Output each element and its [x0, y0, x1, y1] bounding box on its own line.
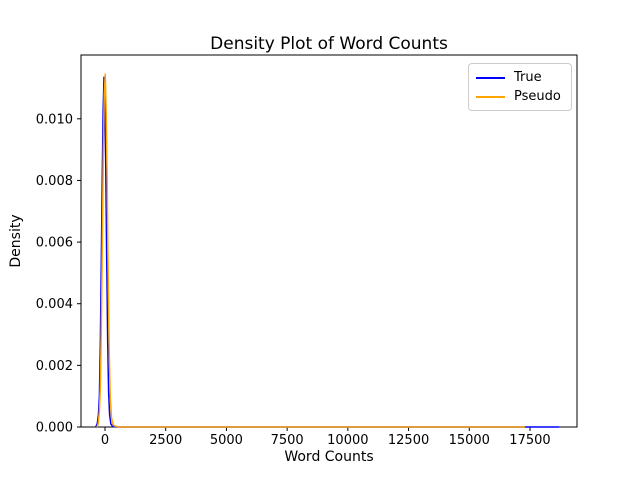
- y-tick-label: 0.010: [36, 112, 73, 127]
- legend-line-pseudo-icon: [476, 95, 505, 98]
- series-line-true: [95, 76, 560, 428]
- y-tick-label: 0.008: [36, 174, 73, 189]
- chart-title: Density Plot of Word Counts: [210, 34, 448, 54]
- x-axis-label: Word Counts: [284, 449, 374, 465]
- y-tick-label: 0.006: [36, 236, 73, 251]
- series-line-pseudo: [96, 73, 526, 428]
- x-tick-label: 17500: [509, 433, 550, 448]
- x-tick-label: 15000: [449, 433, 490, 448]
- legend-label-true: True: [514, 70, 542, 85]
- legend-line-true-icon: [476, 76, 505, 79]
- x-tick-label: 12500: [388, 433, 429, 448]
- x-tick-label: 5000: [210, 433, 243, 448]
- x-tick-label: 2500: [149, 433, 182, 448]
- legend-item-pseudo: Pseudo: [476, 89, 564, 104]
- x-tick-label: 0: [101, 433, 109, 448]
- y-tick-label: 0.004: [36, 297, 73, 312]
- y-tick-label: 0.000: [36, 421, 73, 436]
- x-tick-label: 7500: [271, 433, 304, 448]
- y-tick-label: 0.002: [36, 359, 73, 374]
- legend-item-true: True: [476, 70, 564, 85]
- legend-label-pseudo: Pseudo: [514, 89, 561, 104]
- legend: True Pseudo: [468, 63, 572, 111]
- x-tick-label: 10000: [327, 433, 368, 448]
